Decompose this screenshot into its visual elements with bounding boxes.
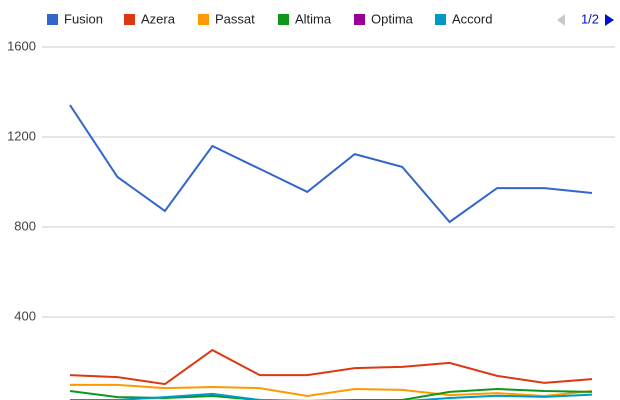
legend-swatch (354, 14, 365, 25)
y-tick-label: 800 (14, 218, 36, 233)
legend-swatch (124, 14, 135, 25)
legend-swatch (198, 14, 209, 25)
legend-label: Fusion (64, 11, 103, 26)
legend-label: Azera (141, 11, 176, 26)
y-tick-label: 400 (14, 308, 36, 323)
series-line (70, 392, 593, 400)
legend-label: Optima (371, 11, 414, 26)
legend-next[interactable] (605, 14, 614, 26)
legend-label: Accord (452, 11, 492, 26)
legend-prev[interactable] (557, 14, 565, 26)
legend-page: 1/2 (581, 11, 599, 26)
y-tick-label: 1200 (7, 128, 36, 143)
y-tick-label: 1600 (7, 38, 36, 53)
series-line (69, 348, 593, 386)
legend-label: Altima (295, 11, 332, 26)
legend-swatch (278, 14, 289, 25)
legend-swatch (435, 14, 446, 25)
series-line (70, 383, 593, 398)
legend-label: Passat (215, 11, 255, 26)
series-line (69, 104, 593, 224)
legend-swatch (47, 14, 58, 25)
